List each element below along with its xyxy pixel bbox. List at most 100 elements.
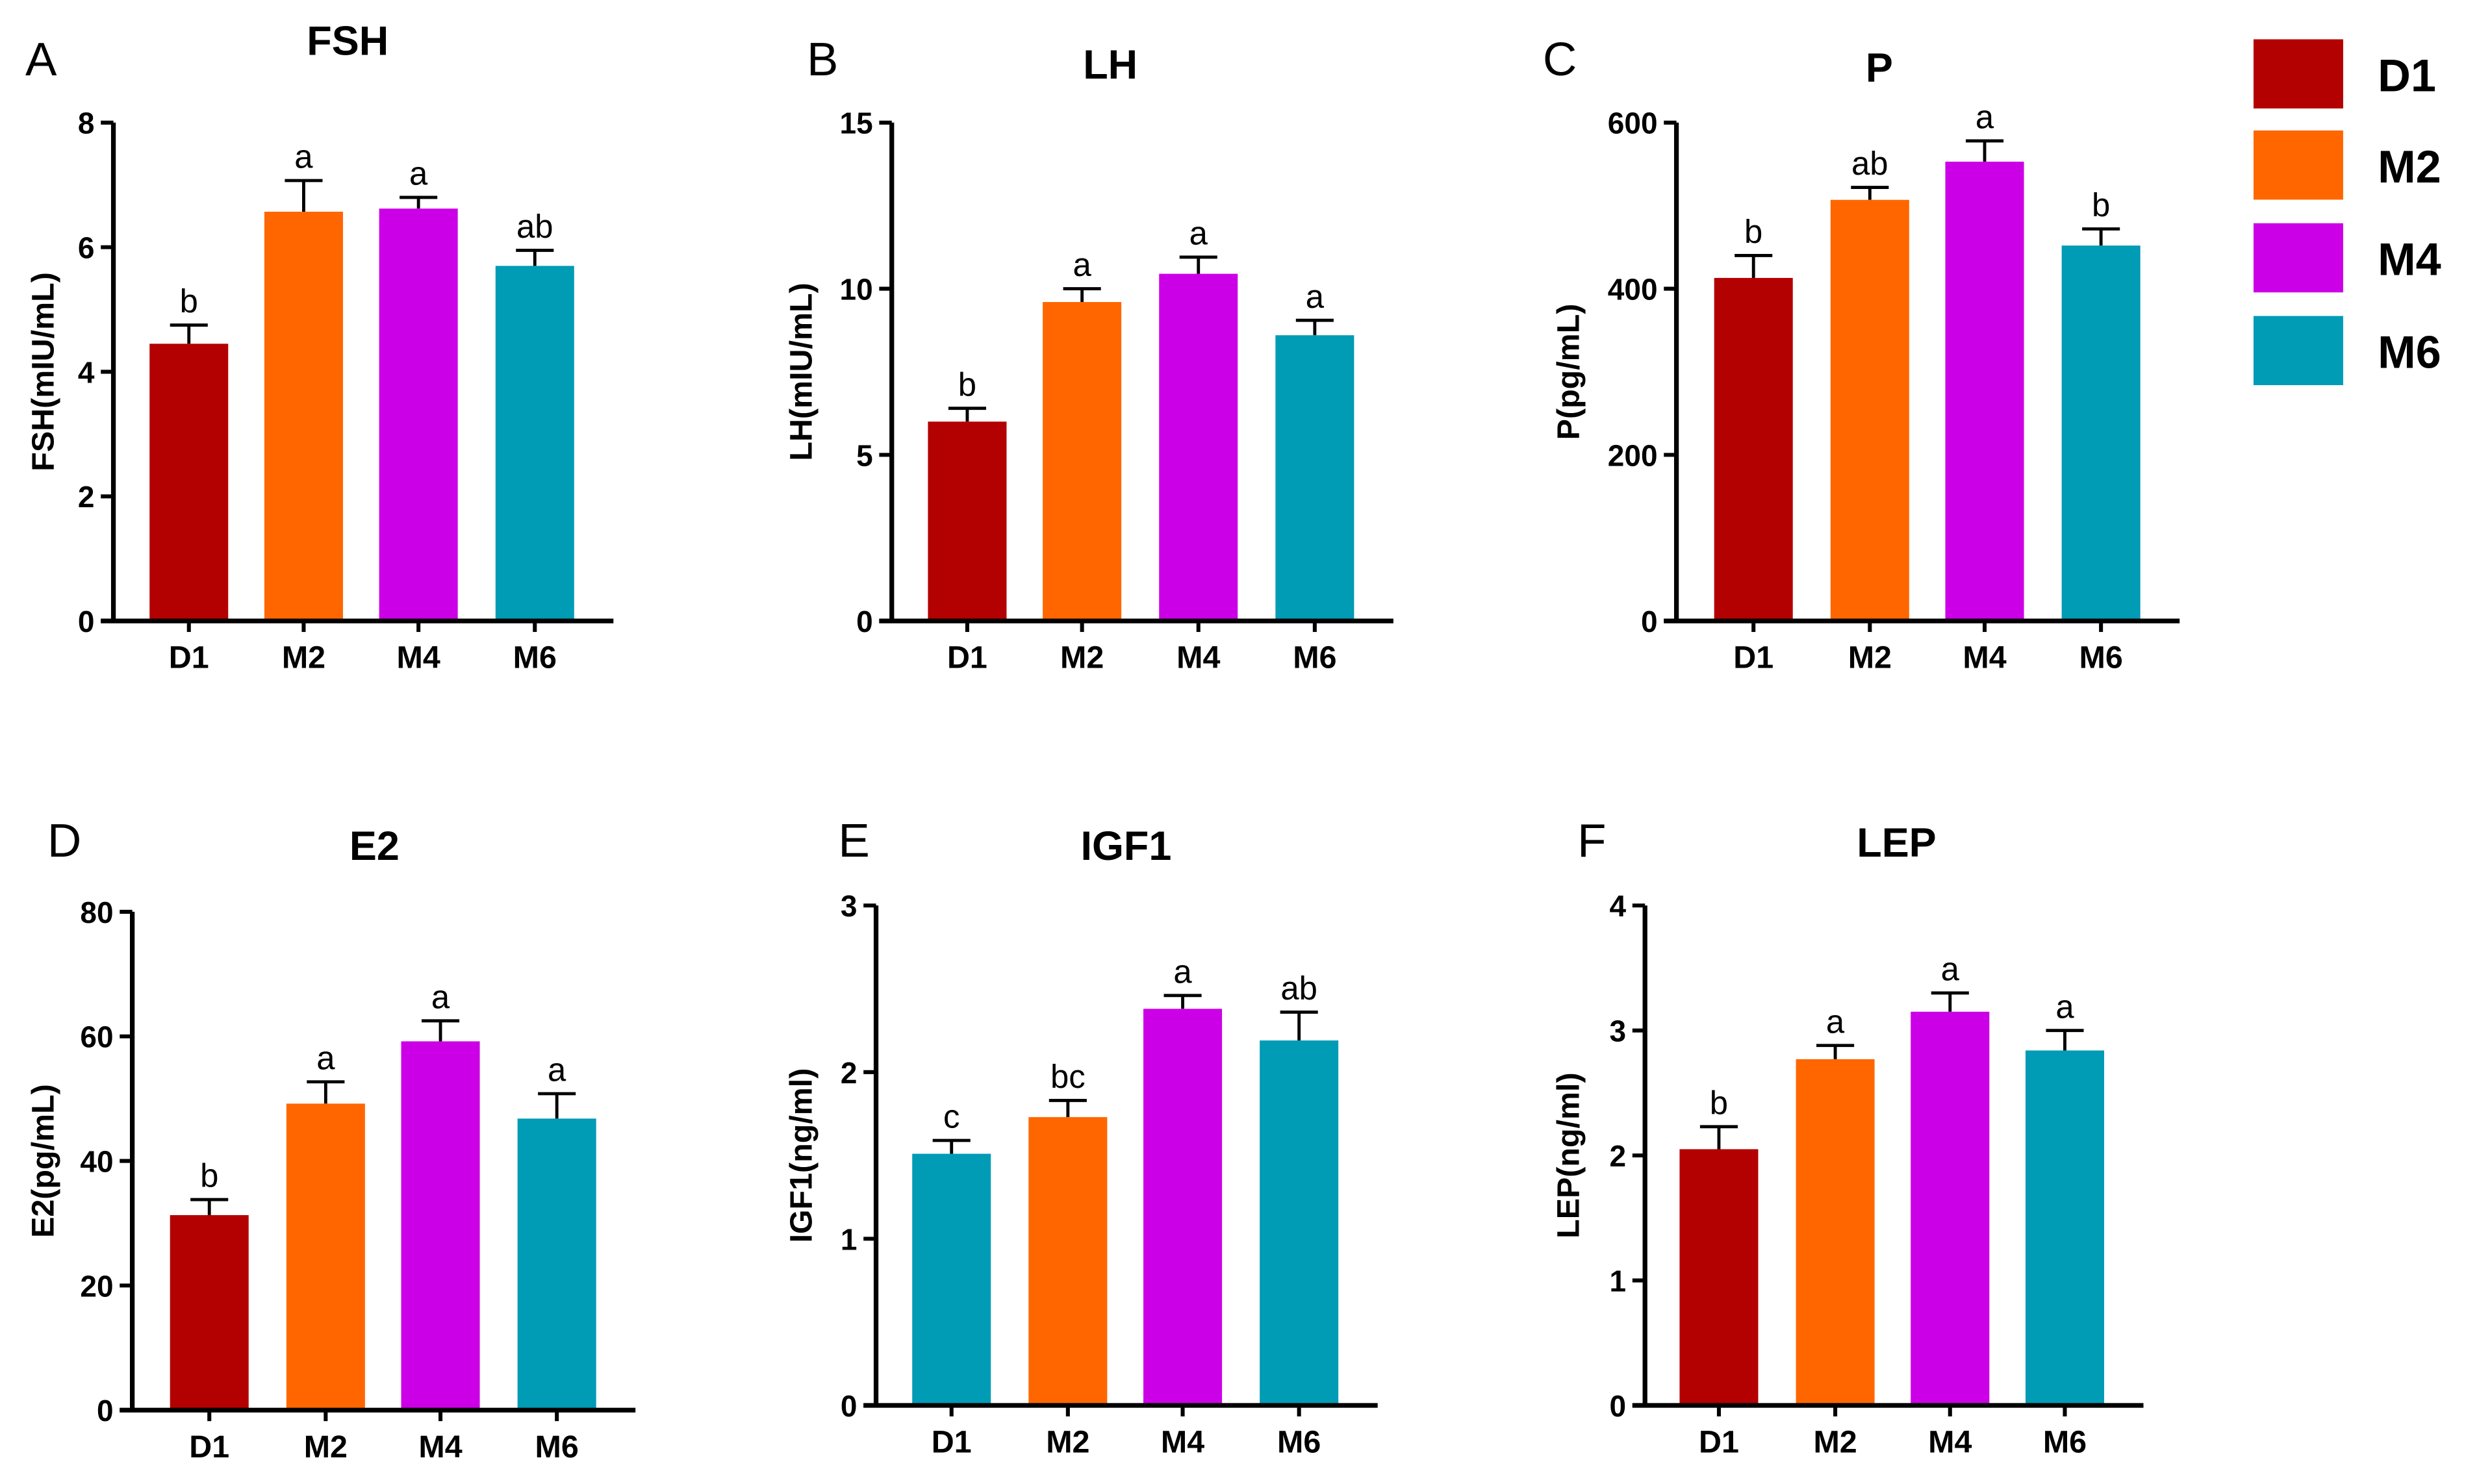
chart-title: E2: [350, 824, 400, 869]
y-tick-label: 2: [841, 1056, 858, 1090]
x-tick-label: D1: [169, 640, 209, 675]
bar-m2: [1796, 1059, 1875, 1405]
significance-label: c: [943, 1098, 960, 1135]
significance-label: a: [1173, 953, 1192, 990]
x-tick-label: D1: [1733, 640, 1773, 675]
y-tick-label: 40: [80, 1145, 113, 1179]
significance-label: a: [1073, 246, 1091, 283]
bar-m4: [1911, 1011, 1990, 1405]
y-axis-label: E2(pg/mL): [26, 1084, 61, 1238]
bar-m6: [1260, 1040, 1339, 1405]
chart-title: P: [1866, 45, 1893, 91]
legend-swatch-m6: [2253, 316, 2343, 386]
chart-title: LEP: [1857, 820, 1936, 866]
x-tick-label: M6: [513, 640, 557, 675]
bar-m6: [2061, 245, 2141, 622]
panel-letter: F: [1577, 814, 1606, 867]
y-tick-label: 80: [80, 896, 113, 929]
y-tick-label: 1: [1610, 1264, 1627, 1298]
legend: D1 M2 M4 M6: [2253, 39, 2441, 386]
bar-m2: [1830, 199, 1909, 622]
panel-a: A FSH FSH(mIU/mL) b D1 a M2 a M4 ab M6 0 2 4 6 8: [25, 19, 614, 675]
x-tick-label: M4: [1963, 640, 2006, 675]
y-axis-label: IGF1(ng/ml): [783, 1068, 819, 1243]
significance-label: ab: [516, 208, 553, 245]
bar-d1: [912, 1153, 991, 1405]
x-tick-label: M4: [397, 640, 440, 675]
bar-m4: [1143, 1009, 1223, 1405]
y-tick-label: 0: [841, 1389, 858, 1423]
bar-d1: [928, 421, 1007, 622]
x-tick-label: M2: [1060, 640, 1104, 675]
panel-letter: D: [47, 814, 81, 867]
bar-m6: [2025, 1050, 2104, 1405]
legend-label: D1: [2378, 49, 2436, 101]
y-axis-label: FSH(mIU/mL): [26, 272, 61, 472]
x-tick-label: M6: [2043, 1425, 2087, 1460]
y-tick-label: 400: [1608, 273, 1658, 307]
significance-label: a: [1826, 1003, 1845, 1040]
y-tick-label: 4: [78, 355, 95, 389]
y-tick-label: 8: [78, 107, 95, 140]
y-tick-label: 0: [1641, 605, 1658, 638]
x-tick-label: M4: [418, 1429, 462, 1465]
significance-label: ab: [1280, 970, 1317, 1007]
bar-m6: [495, 266, 574, 622]
bar-d1: [149, 344, 229, 622]
x-tick-label: M4: [1161, 1425, 1204, 1460]
bar-m4: [1945, 161, 2024, 622]
y-tick-label: 600: [1608, 107, 1658, 140]
significance-label: a: [1941, 951, 1960, 988]
y-tick-label: 20: [80, 1269, 113, 1303]
panel-letter: C: [1543, 33, 1577, 86]
significance-label: ab: [1851, 145, 1888, 182]
y-tick-label: 200: [1608, 438, 1658, 472]
x-tick-label: M2: [1813, 1425, 1857, 1460]
y-tick-label: 0: [78, 605, 95, 638]
x-tick-label: D1: [1699, 1425, 1739, 1460]
x-tick-label: D1: [932, 1425, 972, 1460]
significance-label: a: [316, 1039, 335, 1076]
bar-m4: [1159, 273, 1238, 622]
significance-label: a: [1189, 215, 1208, 252]
y-tick-label: 0: [856, 605, 873, 638]
chart-title: FSH: [307, 19, 388, 64]
legend-swatch-m4: [2253, 223, 2343, 293]
x-tick-label: M6: [1293, 640, 1336, 675]
bar-m4: [401, 1041, 480, 1411]
significance-label: b: [1744, 213, 1762, 250]
x-tick-label: M4: [1176, 640, 1220, 675]
y-tick-label: 3: [841, 889, 858, 923]
significance-label: b: [180, 283, 198, 320]
significance-label: b: [1710, 1084, 1728, 1121]
panel-d: D E2 E2(pg/mL) b D1 a M2 a M4 a M6 0 20 40 60 80: [26, 814, 636, 1465]
significance-label: a: [431, 978, 450, 1015]
x-tick-label: D1: [189, 1429, 229, 1465]
panel-f: F LEP LEP(ng/ml) b D1 a M2 a M4 a M6 0 1 2 3 4: [1551, 814, 2144, 1460]
panel-c: C P P(pg/mL) b D1 ab M2 a M4 b M6 0 200 400 600: [1543, 33, 2180, 675]
panel-letter: E: [838, 814, 869, 867]
x-tick-label: M2: [304, 1429, 348, 1465]
significance-label: a: [2055, 988, 2074, 1025]
significance-label: b: [2092, 186, 2110, 223]
y-tick-label: 3: [1610, 1014, 1627, 1048]
bar-m6: [1275, 335, 1354, 622]
significance-label: b: [958, 366, 976, 403]
y-tick-label: 4: [1610, 889, 1627, 923]
bar-m6: [517, 1118, 596, 1411]
y-tick-label: 15: [840, 107, 873, 140]
x-tick-label: M6: [535, 1429, 579, 1465]
y-axis-label: P(pg/mL): [1551, 304, 1586, 440]
x-tick-label: M6: [2079, 640, 2123, 675]
y-tick-label: 60: [80, 1020, 113, 1054]
significance-label: a: [409, 155, 428, 192]
bar-m2: [1043, 302, 1122, 622]
x-tick-label: M2: [1848, 640, 1892, 675]
y-axis-label: LH(mIU/mL): [783, 283, 819, 460]
legend-swatch-d1: [2253, 39, 2343, 109]
significance-label: b: [200, 1157, 218, 1194]
legend-swatch-m2: [2253, 130, 2343, 200]
significance-label: a: [1976, 99, 1994, 136]
